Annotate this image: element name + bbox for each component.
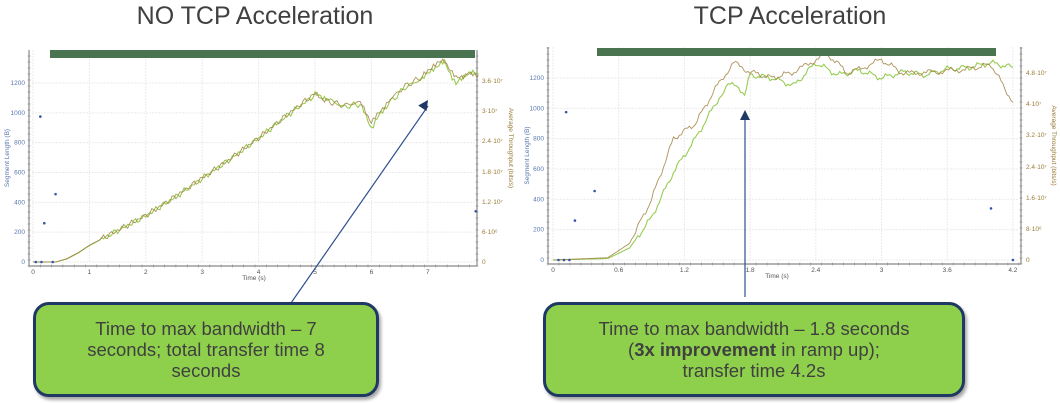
y-tick-label: 1200 — [530, 75, 545, 82]
x-tick-label: 0.6 — [614, 267, 623, 274]
y-tick-label: 1000 — [530, 105, 545, 112]
y2-tick-label: 3.6·10⁷ — [482, 78, 503, 85]
callout-no-tcp: Time to max bandwidth – 7 seconds; total… — [33, 302, 379, 397]
segment-point — [51, 260, 55, 264]
callout-tcp-bold: 3x improvement — [634, 339, 777, 360]
y-tick-label: 600 — [14, 170, 25, 177]
series-brown-line — [33, 58, 479, 263]
x-axis-title: Time (s) — [765, 273, 789, 280]
y2-tick-label: 4.8·10⁷ — [1026, 70, 1047, 77]
y2-tick-label: 8·10⁶ — [1026, 226, 1042, 233]
y2-tick-label: 6·10⁶ — [482, 229, 498, 236]
y2-tick-label: 1.8·10⁷ — [482, 169, 503, 176]
y2-tick-label: 2.4·10⁷ — [482, 138, 503, 145]
title-tcp-acceleration: TCP Acceleration — [693, 2, 887, 30]
y2-axis-title: Average Throughput (bits/s) — [1050, 105, 1057, 185]
callout-tcp-line2: (3x improvement in ramp up); — [599, 339, 910, 360]
x-tick-label: 6 — [370, 269, 374, 276]
series-green-line — [33, 58, 479, 263]
segment-point — [573, 219, 577, 222]
callout-tcp-line3: transfer time 4.2s — [682, 360, 826, 381]
y2-tick-label: 1.2·10⁷ — [482, 199, 503, 206]
x-tick-label: 1 — [88, 269, 92, 276]
x-tick-label: 0 — [551, 267, 555, 274]
x-tick-label: 0 — [31, 269, 35, 276]
x-tick-label: 1.2 — [680, 267, 689, 274]
segment-point — [562, 258, 566, 262]
x-tick-label: 7 — [426, 269, 430, 276]
arrow-head-icon — [418, 100, 428, 112]
y-tick-label: 0 — [540, 257, 544, 264]
y2-tick-label: 0 — [1026, 257, 1030, 264]
y-tick-label: 800 — [14, 140, 25, 147]
y-tick-label: 400 — [14, 199, 25, 206]
y-axis-title: Segment Length (B) — [524, 126, 531, 184]
x-tick-label: 5 — [313, 269, 317, 276]
y-tick-label: 1000 — [11, 110, 26, 117]
segment-point — [568, 258, 571, 262]
x-tick-label: 2 — [144, 269, 148, 276]
y-tick-label: 600 — [533, 166, 544, 173]
chart-no-tcp: 0 1 2 3 4 5 6 7 0 200 400 600 800 1000 1200 0 6·10⁶ 1.2·1… — [4, 50, 514, 304]
segment-point — [39, 115, 42, 118]
y-tick-label: 400 — [533, 196, 544, 203]
y-axis-title: Segment Length (B) — [4, 129, 11, 187]
title-no-tcp-acceleration: NO TCP Acceleration — [136, 2, 374, 30]
y-tick-label: 1200 — [11, 80, 26, 87]
y-tick-label: 800 — [533, 136, 544, 143]
arrow-head-icon — [740, 110, 750, 120]
arrow-line — [290, 105, 429, 304]
callout-tcp: Time to max bandwidth – 1.8 seconds (3x … — [543, 302, 965, 397]
series-brown-line — [552, 51, 1014, 261]
callout-no-tcp-line3: seconds — [171, 360, 241, 381]
segment-point — [34, 260, 38, 264]
x-tick-label: 3 — [200, 269, 204, 276]
segment-point — [40, 260, 43, 264]
segment-point — [54, 192, 57, 196]
y2-tick-label: 3.2·10⁷ — [1026, 132, 1047, 139]
y-tick-label: 200 — [14, 229, 25, 236]
segment-point — [474, 209, 478, 213]
x-tick-label: 1.8 — [746, 267, 755, 274]
header-bar — [597, 48, 996, 56]
callout-tcp-rest: in ramp up); — [776, 339, 880, 360]
segment-point — [564, 110, 568, 114]
segment-point — [593, 189, 596, 193]
x-tick-label: 4 — [257, 269, 261, 276]
segment-point — [1011, 258, 1015, 262]
x-tick-label: 3.6 — [943, 267, 952, 274]
segment-point — [42, 221, 46, 225]
callout-tcp-line1: Time to max bandwidth – 1.8 seconds — [598, 318, 910, 339]
y-tick-label: 0 — [21, 259, 25, 266]
y2-tick-label: 1.6·10⁷ — [1026, 195, 1047, 202]
y-tick-label: 200 — [533, 227, 544, 234]
series-green-line — [552, 59, 1014, 261]
segment-point — [989, 207, 993, 210]
segment-point — [557, 258, 560, 262]
y2-tick-label: 0 — [482, 259, 486, 266]
callout-tcp-paren: ( — [628, 339, 635, 360]
header-bar — [50, 50, 475, 58]
y2-tick-label: 2.4·10⁷ — [1026, 164, 1047, 171]
y2-tick-label: 4·10⁷ — [1026, 101, 1042, 108]
x-tick-label: 3 — [880, 267, 884, 274]
x-axis-title: Time (s) — [242, 275, 266, 282]
chart-tcp: 0 0.6 1.2 1.8 2.4 3 3.6 4.2 0 200 400 600 800 1000 120… — [524, 47, 1057, 297]
callout-no-tcp-line2: seconds; total transfer time 8 — [87, 339, 325, 360]
y2-tick-label: 3·10⁷ — [482, 108, 498, 115]
x-tick-label: 4.2 — [1008, 267, 1017, 274]
x-tick-label: 2.4 — [811, 267, 820, 274]
callout-no-tcp-line1: Time to max bandwidth – 7 — [95, 318, 317, 339]
y2-axis-title: Average Throughput (bits/s) — [507, 108, 514, 188]
